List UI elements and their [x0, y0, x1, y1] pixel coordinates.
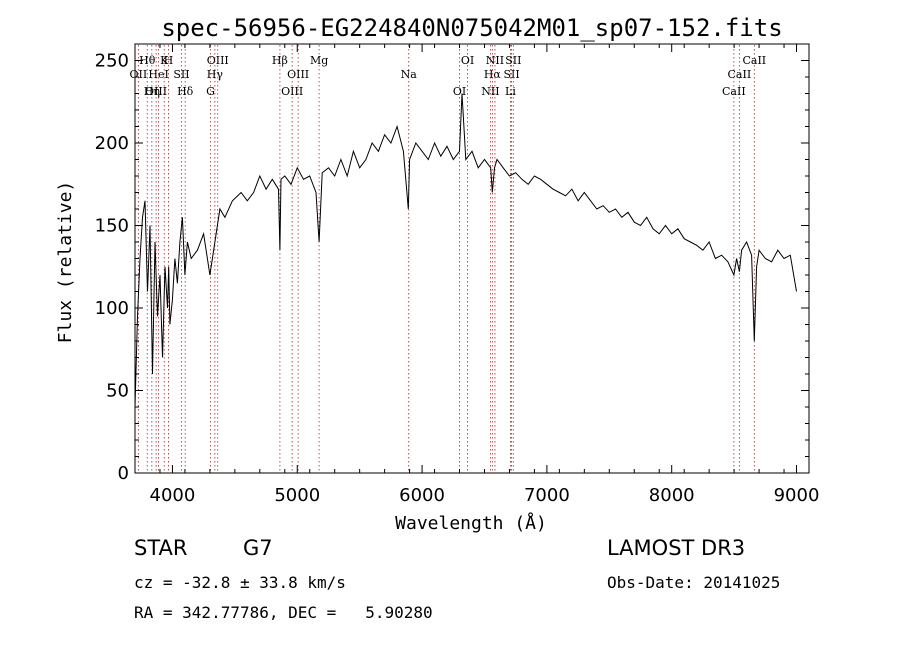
line-marker-label-24: SII: [505, 54, 521, 67]
y-tick-label-3: 150: [95, 216, 129, 237]
line-marker-label-22: SII: [503, 68, 519, 81]
plot-frame: [134, 43, 810, 474]
x-tick-label-4: 8000: [649, 485, 695, 506]
x-axis: 4000 5000 6000 7000 8000 9000: [134, 44, 820, 506]
obs-date: Obs-Date: 20141025: [607, 573, 781, 592]
line-marker-label-10: Hγ: [207, 68, 224, 81]
object-subclass: G7: [243, 536, 273, 560]
line-marker-label-13: OIII: [287, 68, 309, 81]
x-tick-label-3: 7000: [524, 485, 570, 506]
line-marker-label-19: Hα: [484, 68, 502, 81]
line-marker-label-8: Hδ: [177, 85, 194, 98]
x-tick-label-1: 5000: [274, 485, 320, 506]
spectrum-series: [134, 93, 797, 408]
line-marker-label-27: CaII: [742, 54, 766, 67]
line-marker-label-17: OI: [453, 85, 466, 98]
x-axis-label: Wavelength (Å): [395, 512, 547, 534]
line-marker-label-7: SII: [173, 68, 189, 81]
line-marker-label-20: NII: [481, 85, 499, 98]
line-marker-label-1: OII: [130, 68, 148, 81]
line-marker-label-21: NII: [486, 54, 504, 67]
line-markers: HθOIIOIIIKHeIHηHSIIHδOIIIHγGHβOIIIOIIIMg…: [130, 45, 766, 472]
y-tick-label-2: 100: [95, 298, 129, 319]
line-marker-label-16: Na: [401, 68, 418, 81]
survey-name: LAMOST DR3: [607, 536, 746, 560]
line-marker-label-15: Mg: [310, 54, 328, 67]
y-tick-label-0: 0: [118, 463, 129, 484]
redshift-info: cz = -32.8 ± 33.8 km/s: [134, 573, 346, 592]
line-marker-label-3: K: [160, 54, 169, 67]
line-marker-label-6: H: [164, 54, 174, 67]
y-axis-label: Flux (relative): [55, 181, 76, 344]
spectrum-line: [134, 93, 797, 408]
line-marker-label-11: G: [206, 85, 215, 98]
line-marker-label-14: OIII: [281, 85, 303, 98]
y-tick-label-4: 200: [95, 133, 129, 154]
y-tick-label-5: 250: [95, 51, 129, 72]
line-marker-label-23: Li: [505, 85, 516, 98]
y-axis: 0 50 100 150 200 250: [95, 43, 809, 484]
line-marker-label-9: OIII: [207, 54, 229, 67]
x-tick-label-0: 4000: [150, 485, 196, 506]
line-marker-label-5: Hη: [144, 85, 160, 98]
line-marker-label-4: HeI: [148, 68, 168, 81]
line-marker-label-26: CaII: [722, 85, 746, 98]
line-marker-label-12: Hβ: [272, 54, 288, 67]
x-tick-label-5: 9000: [774, 485, 820, 506]
coordinates-info: RA = 342.77786, DEC = 5.90280: [134, 603, 433, 622]
line-marker-label-18: OI: [461, 54, 474, 67]
line-marker-label-2: OIII: [145, 85, 167, 98]
line-marker-label-25: CaII: [728, 68, 752, 81]
y-tick-label-1: 50: [106, 381, 129, 402]
object-class: STAR: [134, 536, 188, 560]
x-tick-label-2: 6000: [399, 485, 445, 506]
chart-title: spec-56956-EG224840N075042M01_sp07-152.f…: [161, 14, 782, 42]
